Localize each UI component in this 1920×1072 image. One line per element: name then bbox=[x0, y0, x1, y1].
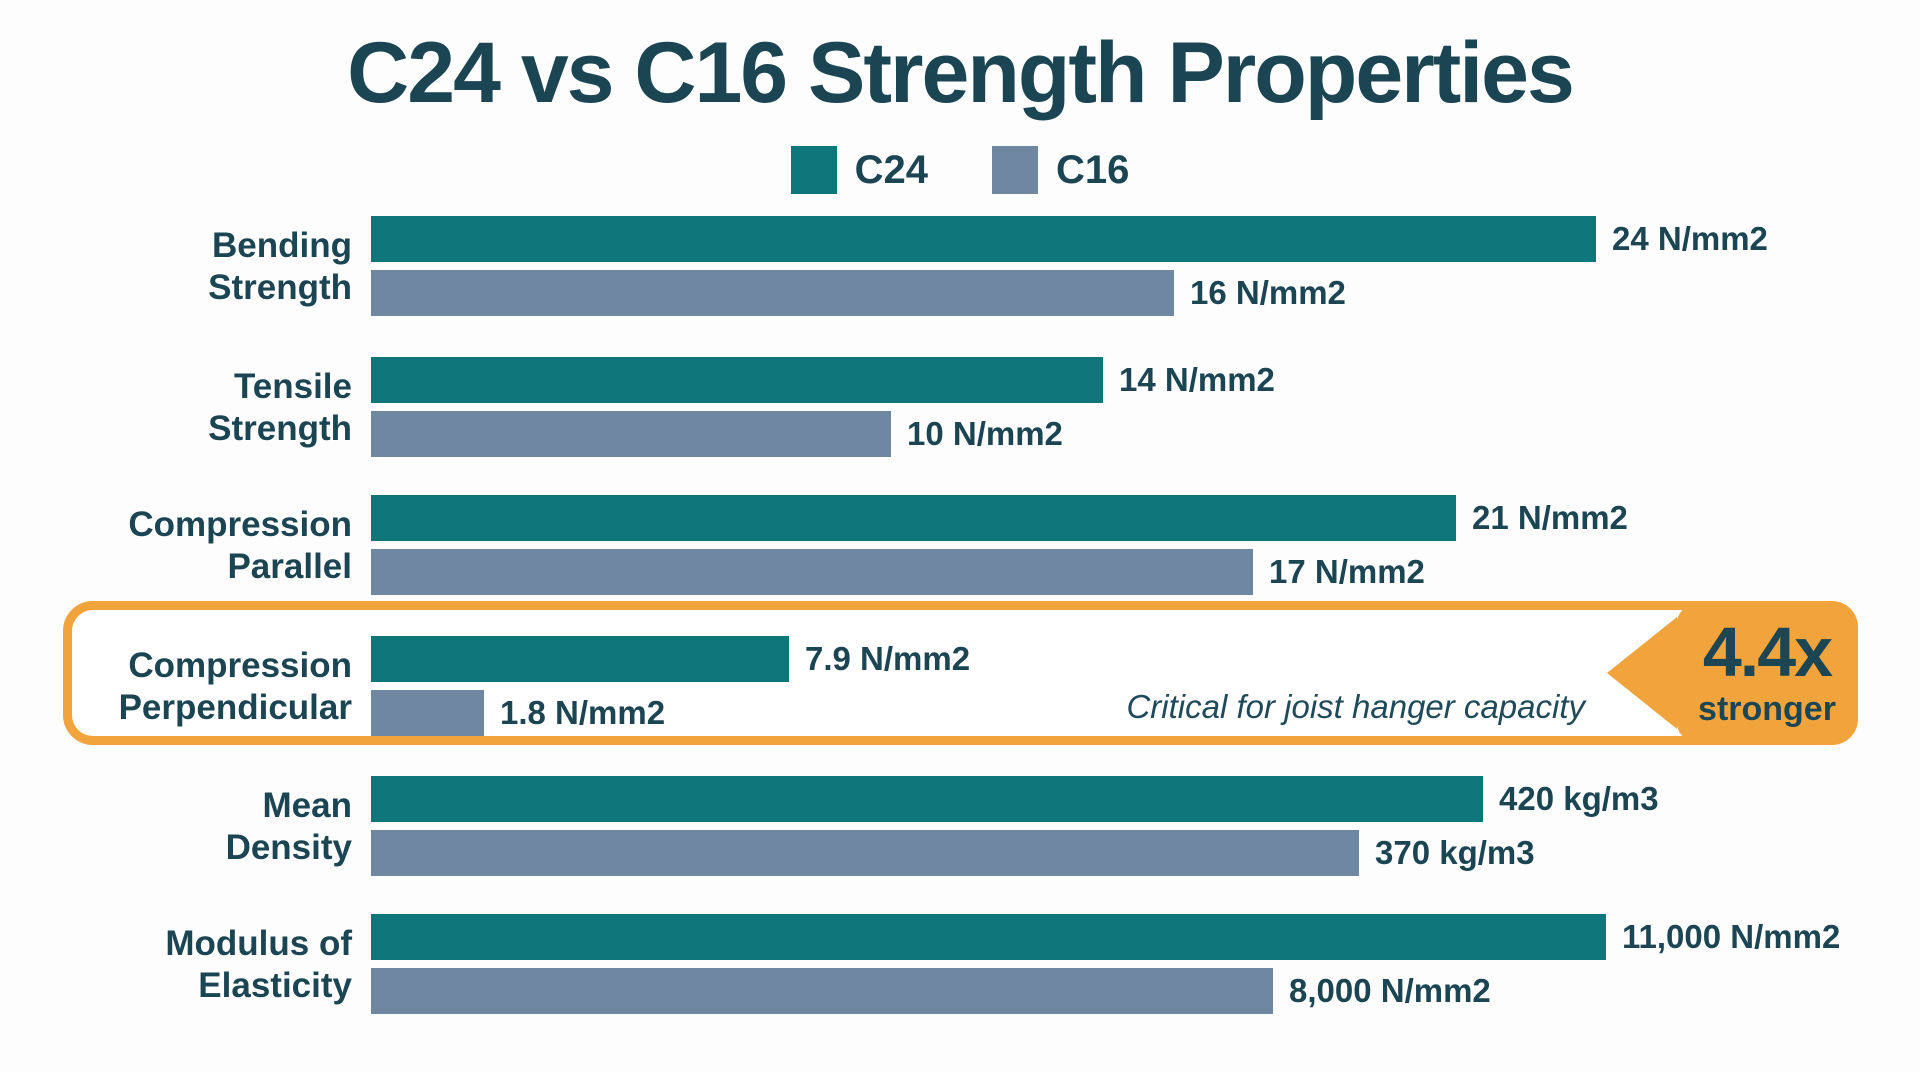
bar-value-label: 21 N/mm2 bbox=[1472, 499, 1628, 536]
bar-c16 bbox=[371, 411, 891, 457]
bar-group: 420 kg/m3 370 kg/m3 bbox=[371, 776, 1659, 884]
bar-line-c24: 24 N/mm2 bbox=[371, 216, 1768, 262]
bar-line-c24: 11,000 N/mm2 bbox=[371, 914, 1840, 960]
bar-group: 14 N/mm2 10 N/mm2 bbox=[371, 357, 1275, 465]
bar-group: 21 N/mm2 17 N/mm2 bbox=[371, 495, 1628, 603]
category-label-line: Compression bbox=[128, 646, 352, 685]
category-label-line: Elasticity bbox=[198, 966, 352, 1005]
legend: C24 C16 bbox=[0, 146, 1920, 194]
bar-c16 bbox=[371, 549, 1253, 595]
category-label-line: Tensile bbox=[233, 367, 352, 406]
category-label: Mean Density bbox=[40, 785, 352, 869]
chart-row-1: Tensile Strength 14 N/mm2 10 N/mm2 bbox=[0, 357, 1920, 457]
category-label: Compression Parallel bbox=[40, 504, 352, 588]
bar-value-label: 16 N/mm2 bbox=[1190, 274, 1346, 311]
chart-row-3: Compression Perpendicular 7.9 N/mm2 1.8 N/m… bbox=[0, 636, 1920, 736]
highlight-badge: 4.4x stronger bbox=[1676, 601, 1858, 745]
bar-c24 bbox=[371, 914, 1606, 960]
category-label: Tensile Strength bbox=[40, 366, 352, 450]
category-label-line: Perpendicular bbox=[118, 688, 352, 727]
bar-group: 7.9 N/mm2 1.8 N/mm2 bbox=[371, 636, 970, 744]
category-label-line: Parallel bbox=[227, 547, 352, 586]
legend-swatch-c16 bbox=[992, 146, 1038, 194]
chart-row-4: Mean Density 420 kg/m3 370 kg/m3 bbox=[0, 776, 1920, 876]
bar-value-label: 17 N/mm2 bbox=[1269, 553, 1425, 590]
bar-value-label: 8,000 N/mm2 bbox=[1289, 972, 1491, 1009]
category-label: Modulus of Elasticity bbox=[40, 923, 352, 1007]
bar-value-label: 7.9 N/mm2 bbox=[805, 640, 971, 677]
bar-c24 bbox=[371, 636, 789, 682]
category-label: Compression Perpendicular bbox=[40, 645, 352, 729]
bar-value-label: 1.8 N/mm2 bbox=[500, 694, 666, 731]
bar-c16 bbox=[371, 270, 1174, 316]
bar-value-label: 14 N/mm2 bbox=[1119, 361, 1275, 398]
bar-c16 bbox=[371, 690, 484, 736]
category-label-line: Strength bbox=[208, 409, 352, 448]
highlight-badge-arrow-icon bbox=[1607, 617, 1677, 729]
bar-line-c24: 14 N/mm2 bbox=[371, 357, 1275, 403]
bar-line-c24: 7.9 N/mm2 bbox=[371, 636, 970, 682]
bar-line-c16: 1.8 N/mm2 bbox=[371, 690, 970, 736]
bar-value-label: 370 kg/m3 bbox=[1375, 834, 1535, 871]
bar-value-label: 420 kg/m3 bbox=[1499, 780, 1659, 817]
category-label-line: Density bbox=[225, 828, 352, 867]
bar-line-c16: 10 N/mm2 bbox=[371, 411, 1275, 457]
badge-value: 4.4x bbox=[1702, 613, 1833, 692]
legend-label-c24: C24 bbox=[854, 147, 928, 192]
legend-item-c16: C16 bbox=[992, 146, 1129, 194]
legend-item-c24: C24 bbox=[790, 146, 928, 194]
bar-value-label: 24 N/mm2 bbox=[1612, 220, 1768, 257]
bar-line-c16: 370 kg/m3 bbox=[371, 830, 1659, 876]
bar-c24 bbox=[371, 495, 1456, 541]
category-label-line: Compression bbox=[128, 505, 352, 544]
bar-c24 bbox=[371, 776, 1483, 822]
bar-line-c24: 21 N/mm2 bbox=[371, 495, 1628, 541]
bar-value-label: 10 N/mm2 bbox=[907, 415, 1063, 452]
bar-line-c16: 17 N/mm2 bbox=[371, 549, 1628, 595]
badge-label: stronger bbox=[1698, 690, 1836, 729]
category-label: Bending Strength bbox=[40, 225, 352, 309]
bar-group: 11,000 N/mm2 8,000 N/mm2 bbox=[371, 914, 1840, 1022]
bar-c24 bbox=[371, 216, 1596, 262]
bar-c16 bbox=[371, 968, 1273, 1014]
legend-swatch-c24 bbox=[790, 146, 837, 194]
category-label-line: Strength bbox=[208, 268, 352, 307]
chart-title: C24 vs C16 Strength Properties bbox=[347, 25, 1575, 121]
category-label-line: Bending bbox=[212, 226, 352, 265]
bar-line-c16: 8,000 N/mm2 bbox=[371, 968, 1840, 1014]
category-label-line: Modulus of bbox=[165, 924, 352, 963]
bar-c24 bbox=[371, 357, 1103, 403]
bar-line-c16: 16 N/mm2 bbox=[371, 270, 1768, 316]
bar-group: 24 N/mm2 16 N/mm2 bbox=[371, 216, 1768, 324]
bar-c16 bbox=[371, 830, 1359, 876]
highlight-note: Critical for joist hanger capacity bbox=[1126, 688, 1585, 725]
chart-row-2: Compression Parallel 21 N/mm2 17 N/mm2 bbox=[0, 495, 1920, 595]
bar-line-c24: 420 kg/m3 bbox=[371, 776, 1659, 822]
category-label-line: Mean bbox=[262, 786, 352, 825]
chart-row-0: Bending Strength 24 N/mm2 16 N/mm2 bbox=[0, 216, 1920, 316]
chart-row-5: Modulus of Elasticity 11,000 N/mm2 8,000 N/… bbox=[0, 914, 1920, 1014]
legend-label-c16: C16 bbox=[1056, 147, 1130, 192]
highlight-box bbox=[63, 601, 1858, 745]
bar-value-label: 11,000 N/mm2 bbox=[1622, 918, 1841, 955]
